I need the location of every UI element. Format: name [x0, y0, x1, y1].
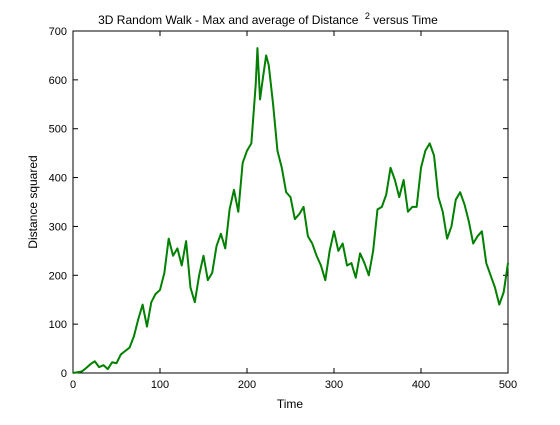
y-tick-label: 300: [49, 221, 67, 233]
axis-tick-labels: 0 100 200 300 400 500 0 100 200 300 400 500 600 700: [49, 26, 518, 391]
chart-title-tail: versus Time: [373, 13, 438, 27]
chart-title-main: 3D Random Walk - Max and average of Dist…: [98, 13, 359, 27]
y-tick-label: 500: [49, 124, 67, 136]
chart-title: 3D Random Walk - Max and average of Dist…: [98, 8, 438, 27]
series-line: [72, 47, 509, 374]
y-tick-label: 400: [49, 173, 67, 185]
x-tick-label: 0: [70, 379, 76, 391]
x-tick-label: 500: [499, 379, 517, 391]
y-tick-label: 200: [49, 270, 67, 282]
y-axis-label: Distance squared: [26, 155, 40, 248]
plot-area-frame: [72, 30, 509, 374]
x-axis-label: Time: [277, 397, 304, 411]
y-tick-label: 100: [49, 319, 67, 331]
x-tick-label: 400: [412, 379, 430, 391]
y-tick-label: 600: [49, 75, 67, 87]
x-tick-label: 300: [325, 379, 343, 391]
y-tick-label: 700: [49, 26, 67, 38]
y-tick-label: 0: [61, 368, 67, 380]
x-tick-label: 100: [151, 379, 169, 391]
x-tick-label: 200: [238, 379, 256, 391]
chart-title-superscript: 2: [365, 11, 370, 21]
